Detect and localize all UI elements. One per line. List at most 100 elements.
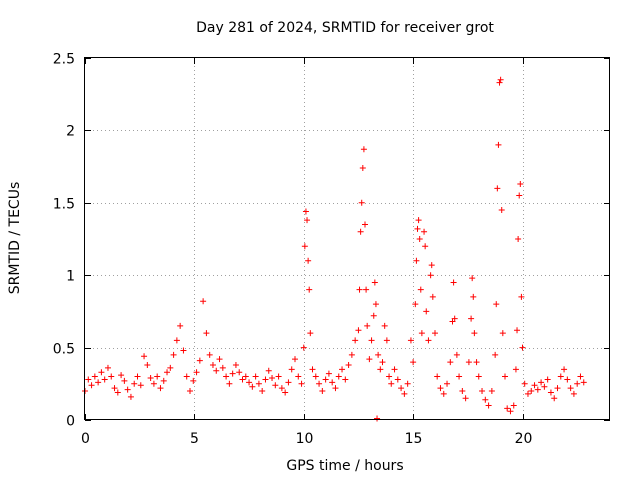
data-point <box>359 165 366 172</box>
data-point <box>512 366 519 373</box>
data-point <box>381 322 388 329</box>
data-point <box>496 79 503 86</box>
data-point <box>236 369 243 376</box>
data-point <box>447 359 454 366</box>
data-point <box>255 380 262 387</box>
data-point <box>444 380 451 387</box>
data-point <box>418 330 425 337</box>
data-point <box>104 364 111 371</box>
data-point <box>246 379 253 386</box>
data-point <box>372 301 379 308</box>
data-point <box>401 390 408 397</box>
chart-title: Day 281 of 2024, SRMTID for receiver gro… <box>196 20 494 36</box>
data-point <box>167 364 174 371</box>
x-tick-label: 5 <box>190 431 199 447</box>
data-point <box>398 385 405 392</box>
data-point <box>339 366 346 373</box>
x-tick-label: 15 <box>405 431 423 447</box>
data-point <box>468 315 475 322</box>
data-point <box>288 366 295 373</box>
data-point <box>551 395 558 402</box>
data-point <box>262 376 269 383</box>
data-point <box>364 322 371 329</box>
data-point <box>131 380 138 387</box>
data-point <box>473 359 480 366</box>
data-point <box>450 279 457 286</box>
data-point <box>475 373 482 380</box>
data-point <box>219 364 226 371</box>
data-point <box>127 393 134 400</box>
data-point <box>437 385 444 392</box>
data-point <box>557 373 564 380</box>
data-point <box>173 337 180 344</box>
data-point <box>302 208 309 215</box>
data-point <box>375 351 382 358</box>
data-point <box>580 379 587 386</box>
data-point <box>180 347 187 354</box>
data-point <box>416 236 423 242</box>
data-point <box>307 330 314 337</box>
data-point <box>370 312 377 319</box>
data-point <box>144 361 151 368</box>
data-point <box>187 388 193 395</box>
data-point <box>329 379 336 386</box>
y-tick-label: 0 <box>66 414 75 430</box>
data-point <box>504 405 511 412</box>
data-point <box>265 367 272 374</box>
data-point <box>497 76 504 83</box>
data-point <box>269 375 276 382</box>
data-point <box>412 301 419 308</box>
data-point <box>366 356 373 363</box>
data-point <box>456 373 463 380</box>
axis-ticks: 0 5 10 15 20 0 0.5 1 1.5 2 2.5 <box>53 52 610 447</box>
data-point <box>538 379 545 386</box>
data-point <box>434 373 441 380</box>
data-point <box>108 373 115 380</box>
data-point <box>177 322 184 329</box>
data-point <box>414 225 421 232</box>
data-point <box>544 376 551 383</box>
data-point <box>345 361 352 368</box>
data-point <box>306 286 313 293</box>
data-point <box>239 376 246 383</box>
data-point <box>357 228 364 235</box>
data-point <box>404 380 411 387</box>
data-point <box>515 236 522 242</box>
data-point <box>574 380 581 387</box>
data-point <box>242 373 249 380</box>
data-point <box>193 369 200 376</box>
data-point <box>561 366 568 373</box>
data-point <box>531 382 538 389</box>
data-point <box>524 390 531 397</box>
data-point <box>190 377 197 384</box>
data-point <box>355 327 362 334</box>
data-point <box>319 388 326 395</box>
data-point <box>295 373 302 380</box>
data-point <box>368 337 375 344</box>
data-point <box>196 357 203 364</box>
data-point <box>492 351 499 358</box>
data-point <box>309 366 316 373</box>
data-point <box>386 373 393 380</box>
data-point <box>164 369 171 376</box>
data-point <box>469 275 476 282</box>
data-point <box>462 395 469 402</box>
data-point <box>485 402 492 409</box>
data-point <box>502 373 508 380</box>
data-point <box>429 293 436 300</box>
data-point <box>495 141 502 148</box>
data-point <box>325 370 332 377</box>
data-point <box>516 192 523 199</box>
data-point <box>114 389 121 396</box>
data-point <box>312 373 319 380</box>
data-point <box>91 373 98 380</box>
data-point <box>101 376 108 383</box>
y-tick-label: 2 <box>66 124 75 140</box>
x-axis-title: GPS time / hours <box>286 458 403 474</box>
y-tick-label: 2.5 <box>53 52 75 68</box>
data-point <box>459 388 466 395</box>
data-point <box>95 379 102 386</box>
data-point <box>415 217 422 224</box>
data-point <box>493 301 500 308</box>
